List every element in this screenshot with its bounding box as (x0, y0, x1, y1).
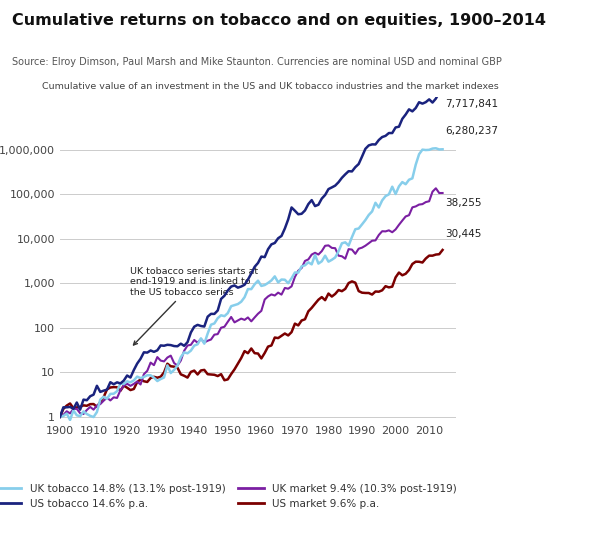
Legend: UK tobacco 14.8% (13.1% post-1919), US tobacco 14.6% p.a., UK market 9.4% (10.3%: UK tobacco 14.8% (13.1% post-1919), US t… (0, 480, 461, 513)
Text: Source: Elroy Dimson, Paul Marsh and Mike Staunton. Currencies are nominal USD a: Source: Elroy Dimson, Paul Marsh and Mik… (12, 57, 502, 67)
Text: 38,255: 38,255 (445, 198, 482, 208)
Text: Cumulative returns on tobacco and on equities, 1900–2014: Cumulative returns on tobacco and on equ… (12, 14, 546, 29)
Text: Cumulative value of an investment in the US and UK tobacco industries and the ma: Cumulative value of an investment in the… (42, 82, 499, 91)
Text: 6,280,237: 6,280,237 (445, 126, 498, 136)
Text: UK tobacco series starts at
end-1919 and is linked to
the US tobacco series: UK tobacco series starts at end-1919 and… (130, 267, 259, 345)
Text: 30,445: 30,445 (445, 229, 482, 239)
Text: 7,717,841: 7,717,841 (445, 99, 499, 109)
